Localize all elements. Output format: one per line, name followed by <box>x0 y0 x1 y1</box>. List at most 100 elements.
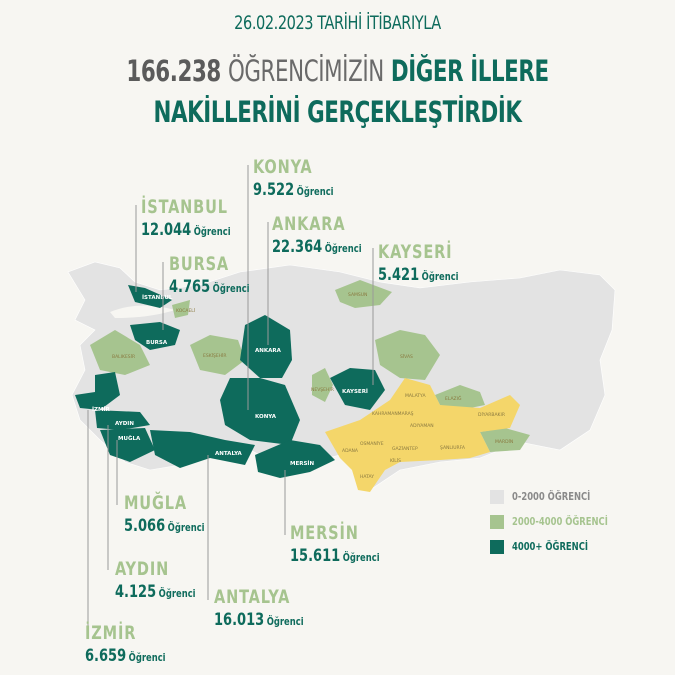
map-label-mersin: MERSİN <box>290 460 314 467</box>
legend-label: 2000-4000 ÖĞRENCİ <box>512 515 608 528</box>
map-label-balikesir: BALIKESİR <box>112 353 135 360</box>
headline-end: DİĞER İLLERE <box>390 54 549 88</box>
map-label-kocaeli: KOCAELİ <box>176 307 195 314</box>
map-label-mugla: MUĞLA <box>118 435 141 442</box>
map-label-mardin: MARDİN <box>495 438 513 445</box>
map-label-izmir: İZMİR <box>92 406 111 413</box>
province-mardin <box>480 428 530 452</box>
student-count: 5.066 <box>124 516 166 536</box>
leader-lines <box>87 165 374 635</box>
student-count: 15.611 <box>290 546 341 566</box>
unit-label: Öğrenci <box>193 225 231 238</box>
unit-label: Öğrenci <box>324 242 362 255</box>
map-label-diyarbakir: DİYARBAKIR <box>478 411 505 418</box>
province-mugla <box>100 428 155 462</box>
province-istanbul <box>128 285 172 308</box>
headline-line-2: NAKİLLERİNİ GERÇEKLEŞTİRDİK <box>153 95 522 129</box>
map-label-eskisehir: ESKİŞEHİR <box>203 352 227 359</box>
headline-line-1: 166.238 ÖĞRENCİMİZİN DİĞER İLLERE <box>61 54 615 88</box>
map-label-sanliurfa: ŞANLIURFA <box>440 445 466 451</box>
marmara-sea <box>110 305 175 318</box>
callout-kayseri: KAYSERİ 5.421 Öğrenci <box>378 243 473 284</box>
city-name: ANTALYA <box>214 586 291 608</box>
city-name: AYDIN <box>115 558 170 580</box>
city-name: İZMİR <box>85 622 137 644</box>
unit-label: Öğrenci <box>342 551 380 564</box>
callout-konya: KONYA 9.522 Öğrenci <box>253 158 348 199</box>
city-name: KAYSERİ <box>378 241 453 263</box>
legend-label: 4000+ ÖĞRENCİ <box>512 540 589 553</box>
province-mersin <box>255 440 335 478</box>
student-count: 9.522 <box>253 180 295 200</box>
province-ankara <box>240 315 292 378</box>
unit-label: Öğrenci <box>296 185 334 198</box>
map-label-antalya: ANTALYA <box>215 451 243 457</box>
student-count: 22.364 <box>272 237 323 257</box>
province-aydin <box>95 410 150 430</box>
city-name: MUĞLA <box>124 492 187 514</box>
province-bursa <box>130 322 180 350</box>
province-samsun <box>335 280 392 308</box>
map-label-malatya: MALATYA <box>405 393 426 399</box>
city-name: ANKARA <box>272 213 346 235</box>
legend-item-mid: 2000-4000 ÖĞRENCİ <box>490 509 625 534</box>
map-label-sivas: SİVAS <box>400 353 413 360</box>
map-label-kilis: KİLİS <box>390 457 401 464</box>
legend-swatch <box>490 539 504 554</box>
map-label-ankara: ANKARA <box>255 348 282 354</box>
callout-mersin: MERSİN 15.611 Öğrenci <box>290 524 395 565</box>
date-line: 26.02.2023 TARİHİ İTİBARIYLA <box>234 12 441 34</box>
province-nevsehir <box>312 368 333 402</box>
city-name: KONYA <box>253 156 313 178</box>
map-label-bursa: BURSA <box>146 340 168 346</box>
unit-label: Öğrenci <box>212 282 250 295</box>
callout-aydin: AYDIN 4.125 Öğrenci <box>115 560 210 601</box>
unit-label: Öğrenci <box>158 587 196 600</box>
province-sivas <box>375 330 440 380</box>
student-count: 12.044 <box>141 220 192 240</box>
map-label-kahramanmaras: KAHRAMANMARAŞ <box>372 411 414 417</box>
legend-item-high: 4000+ ÖĞRENCİ <box>490 534 625 559</box>
city-name: MERSİN <box>290 522 359 544</box>
callout-izmir: İZMİR 6.659 Öğrenci <box>85 624 180 665</box>
map-label-elazig: ELAZIĞ <box>445 395 462 402</box>
province-balikesir <box>90 330 150 375</box>
map-label-konya: KONYA <box>255 414 277 420</box>
map-label-osmaniye: OSMANİYE <box>360 440 384 447</box>
student-count: 6.659 <box>85 646 127 666</box>
student-count: 4.125 <box>115 582 157 602</box>
student-count: 16.013 <box>214 610 265 630</box>
unit-label: Öğrenci <box>266 615 304 628</box>
map-label-samsun: SAMSUN <box>348 292 367 298</box>
unit-label: Öğrenci <box>128 651 166 664</box>
map-labels: İSTANBUL BURSA ANKARA KONYA KAYSERİ İZMİ… <box>92 292 513 480</box>
province-konya <box>220 378 300 445</box>
city-name: İSTANBUL <box>141 196 228 218</box>
student-count: 5.421 <box>378 265 420 285</box>
province-kocaeli <box>172 300 190 318</box>
legend-swatch <box>490 514 504 529</box>
callout-istanbul: İSTANBUL 12.044 Öğrenci <box>141 198 246 239</box>
callout-antalya: ANTALYA 16.013 Öğrenci <box>214 588 319 629</box>
callout-mugla: MUĞLA 5.066 Öğrenci <box>124 494 219 535</box>
province-antalya <box>150 430 255 468</box>
callout-ankara: ANKARA 22.364 Öğrenci <box>272 215 377 256</box>
map-label-adiyaman: ADIYAMAN <box>410 423 434 429</box>
unit-label: Öğrenci <box>421 270 459 283</box>
map-label-gaziantep: GAZİANTEP <box>392 445 418 452</box>
map-label-nevsehir: NEVŞEHİR <box>311 386 334 393</box>
map-label-adana: ADANA <box>342 448 359 454</box>
student-count: 4.765 <box>169 277 211 297</box>
legend-swatch <box>490 489 504 504</box>
map-label-istanbul: İSTANBUL <box>142 294 173 301</box>
map-label-hatay: HATAY <box>360 474 374 480</box>
province-izmir <box>75 372 120 410</box>
legend: 0-2000 ÖĞRENCİ 2000-4000 ÖĞRENCİ 4000+ Ö… <box>490 484 625 559</box>
province-kayseri <box>330 368 385 410</box>
region-earthquake-affected <box>325 378 520 492</box>
headline-mid: ÖĞRENCİMİZİN <box>227 54 384 88</box>
callout-bursa: BURSA 4.765 Öğrenci <box>169 255 264 296</box>
map-label-aydin: AYDIN <box>115 421 134 427</box>
